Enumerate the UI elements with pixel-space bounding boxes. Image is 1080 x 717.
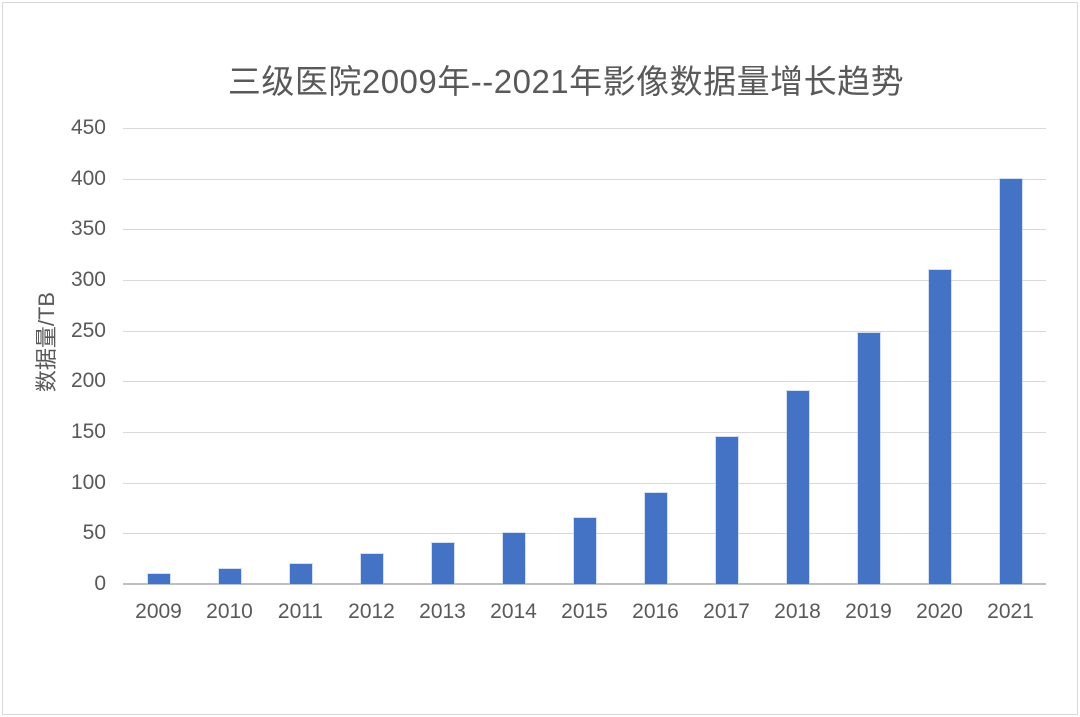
bar-2012 [360,553,383,584]
bar-2016 [644,492,667,584]
bar-2010 [218,568,241,584]
x-tick-label: 2017 [703,600,750,623]
chart-title: 三级医院2009年--2021年影像数据量增长趋势 [227,63,905,100]
bar-2020 [928,269,951,584]
x-tick-label: 2009 [135,600,182,623]
gridline [123,330,1046,332]
x-tick-label: 2020 [916,600,963,623]
bar-2009 [147,573,170,584]
bar-2014 [502,533,525,584]
gridline [123,229,1046,231]
gridline [123,280,1046,281]
x-tick-label: 2011 [277,600,324,623]
bar-2013 [431,543,454,584]
bar-2021 [999,178,1022,584]
gridline [123,128,1046,129]
x-tick-label: 2014 [490,600,537,623]
y-tick-label: 150 [70,420,106,443]
gridline [123,432,1046,433]
x-tick-label: 2021 [987,600,1034,623]
x-tick-label: 2019 [845,600,892,623]
gridline [123,178,1046,180]
bar-2019 [857,332,880,584]
plot-area [123,128,1046,585]
bar-2018 [786,391,809,584]
y-tick-label: 0 [94,572,106,595]
y-tick-label: 200 [70,369,106,393]
bar-2011 [289,563,312,584]
x-tick-label: 2018 [774,600,821,623]
gridline [123,381,1046,383]
y-tick-label: 300 [70,268,106,291]
x-tick-label: 2010 [206,600,253,623]
x-axis-line [123,583,1046,585]
x-tick-label: 2015 [561,600,608,623]
y-tick-label: 450 [70,116,106,139]
bar-2015 [573,518,596,584]
x-tick-label: 2012 [348,600,395,623]
x-tick-label: 2016 [632,600,679,623]
gridline [123,482,1046,484]
bar-2017 [715,437,738,584]
y-tick-label: 400 [70,166,106,190]
x-tick-label: 2013 [419,600,466,623]
y-tick-label: 250 [70,318,106,342]
y-tick-label: 50 [82,521,106,545]
y-tick-label: 100 [70,470,106,494]
y-tick-label: 350 [70,217,106,241]
